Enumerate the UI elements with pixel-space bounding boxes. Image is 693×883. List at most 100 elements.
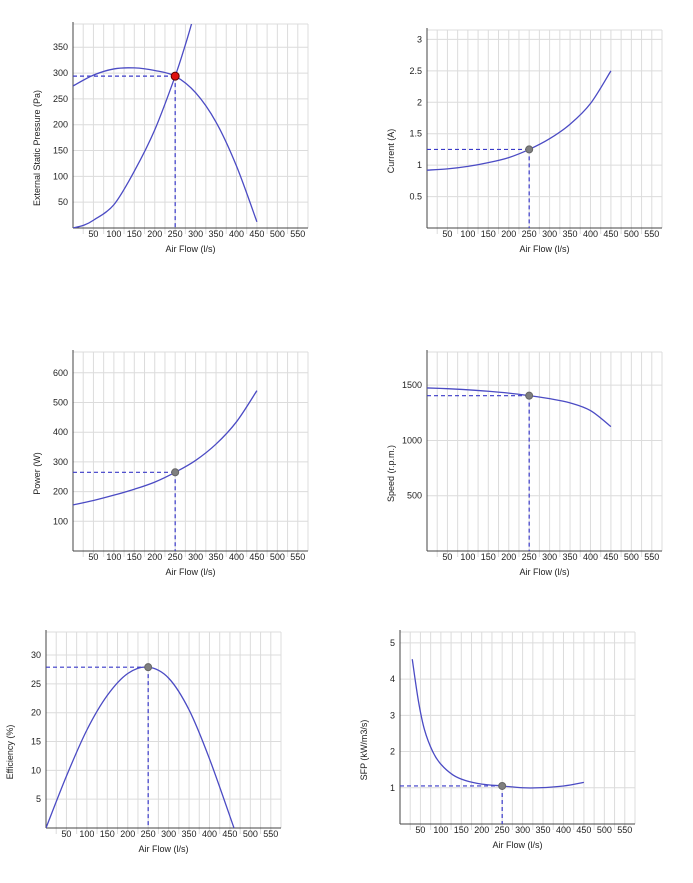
chart-speed: 50 100 150 200 250 300 350 400 450 500 550 500 1000 1… — [386, 350, 663, 577]
x-tick-label: 200 — [147, 229, 162, 239]
x-tick-label: 500 — [597, 825, 612, 835]
x-tick-label: 550 — [263, 829, 278, 839]
x-tick-label: 400 — [202, 829, 217, 839]
x-tick-label: 350 — [536, 825, 551, 835]
x-tick-label: 300 — [515, 825, 530, 835]
x-tick-label: 200 — [120, 829, 135, 839]
chart-power: 50 100 150 200 250 300 350 400 450 500 550 100 200 30… — [32, 350, 309, 577]
x-tick-label: 250 — [495, 825, 510, 835]
series-line-curve — [73, 390, 258, 506]
x-tick-label: 100 — [433, 825, 448, 835]
y-tick-label: 150 — [53, 146, 68, 156]
grid — [46, 631, 282, 834]
x-tick-label: 300 — [542, 229, 557, 239]
x-tick-label: 450 — [249, 552, 264, 562]
x-tick-label: 250 — [168, 229, 183, 239]
x-tick-label: 500 — [624, 552, 639, 562]
y-tick-label: 1.5 — [409, 129, 422, 139]
chart-pressure: 50 100 150 200 250 300 350 400 450 500 550 50 100 150… — [32, 22, 309, 254]
y-tick-label: 500 — [407, 491, 422, 501]
x-tick-label: 150 — [100, 829, 115, 839]
x-tick-label: 50 — [61, 829, 71, 839]
y-tick-label: 20 — [31, 708, 41, 718]
x-tick-label: 550 — [617, 825, 632, 835]
y-tick-label: 30 — [31, 650, 41, 660]
series-line-curve — [411, 659, 585, 789]
operating-point[interactable] — [498, 781, 507, 790]
y-tick-label: 4 — [390, 674, 395, 684]
x-tick-label: 400 — [583, 552, 598, 562]
x-tick-label: 50 — [442, 229, 452, 239]
x-tick-label: 350 — [182, 829, 197, 839]
x-tick-label: 400 — [556, 825, 571, 835]
grid — [427, 29, 663, 234]
y-tick-label: 3 — [390, 710, 395, 720]
x-tick-label: 300 — [188, 552, 203, 562]
grid — [427, 351, 663, 557]
x-axis-title: Air Flow (l/s) — [520, 244, 570, 254]
x-tick-label: 500 — [243, 829, 258, 839]
series-line-curve — [46, 666, 235, 828]
y-tick-label: 15 — [31, 737, 41, 747]
x-tick-label: 500 — [270, 552, 285, 562]
x-tick-label: 200 — [501, 229, 516, 239]
x-tick-label: 300 — [188, 229, 203, 239]
x-tick-label: 350 — [209, 229, 224, 239]
x-tick-label: 150 — [127, 229, 142, 239]
x-tick-label: 550 — [644, 229, 659, 239]
operating-point[interactable] — [144, 663, 153, 672]
x-tick-label: 250 — [522, 552, 537, 562]
y-tick-label: 200 — [53, 120, 68, 130]
y-tick-label: 1 — [390, 783, 395, 793]
x-tick-label: 100 — [460, 229, 475, 239]
y-tick-label: 250 — [53, 94, 68, 104]
y-tick-label: 1000 — [402, 435, 422, 445]
chart-sfp: 50 100 150 200 250 300 350 400 450 500 550 1 2 3 4 5 Air… — [359, 630, 636, 850]
x-tick-label: 100 — [106, 229, 121, 239]
y-tick-label: 600 — [53, 368, 68, 378]
x-tick-label: 50 — [88, 552, 98, 562]
x-tick-label: 50 — [88, 229, 98, 239]
y-axis-title: Efficiency (%) — [5, 725, 15, 780]
y-tick-label: 2 — [417, 97, 422, 107]
operating-point[interactable] — [170, 71, 180, 81]
y-axis-title: Current (A) — [386, 129, 396, 174]
x-axis-title: Air Flow (l/s) — [520, 567, 570, 577]
x-tick-label: 450 — [603, 552, 618, 562]
x-tick-label: 400 — [229, 552, 244, 562]
series-line-curve — [427, 70, 612, 171]
y-axis-title: Power (W) — [32, 452, 42, 495]
y-tick-label: 3 — [417, 34, 422, 44]
x-tick-label: 400 — [229, 229, 244, 239]
y-tick-label: 5 — [390, 638, 395, 648]
x-tick-label: 300 — [161, 829, 176, 839]
y-tick-label: 400 — [53, 427, 68, 437]
x-tick-label: 550 — [290, 229, 305, 239]
y-tick-label: 10 — [31, 765, 41, 775]
y-tick-label: 300 — [53, 457, 68, 467]
operating-point[interactable] — [171, 468, 180, 477]
operating-point[interactable] — [525, 145, 534, 154]
x-tick-label: 500 — [624, 229, 639, 239]
x-tick-label: 400 — [583, 229, 598, 239]
x-tick-label: 150 — [127, 552, 142, 562]
x-tick-label: 200 — [147, 552, 162, 562]
x-tick-label: 450 — [576, 825, 591, 835]
operating-point[interactable] — [525, 391, 534, 400]
y-tick-label: 500 — [53, 397, 68, 407]
x-tick-label: 100 — [79, 829, 94, 839]
x-tick-label: 300 — [542, 552, 557, 562]
y-axis-title: External Static Pressure (Pa) — [32, 90, 42, 206]
y-tick-label: 300 — [53, 68, 68, 78]
y-tick-label: 50 — [58, 197, 68, 207]
y-tick-label: 5 — [36, 794, 41, 804]
x-tick-label: 350 — [563, 552, 578, 562]
y-tick-label: 1500 — [402, 380, 422, 390]
y-axis-title: SFP (kW/m3/s) — [359, 720, 369, 781]
x-tick-label: 50 — [442, 552, 452, 562]
y-axis-title: Speed (r.p.m.) — [386, 445, 396, 502]
grid — [73, 23, 309, 234]
x-axis-title: Air Flow (l/s) — [139, 844, 189, 854]
x-axis-title: Air Flow (l/s) — [166, 567, 216, 577]
